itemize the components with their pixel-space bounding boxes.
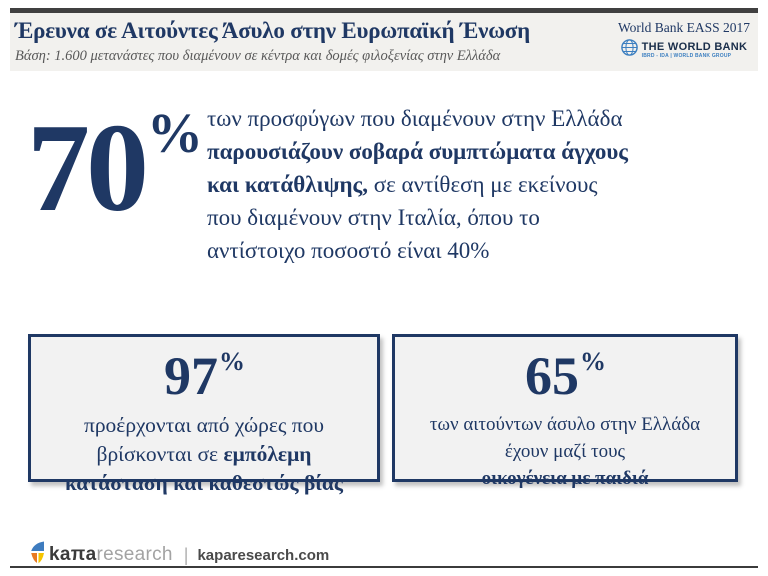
stat-65-value: 65% xyxy=(395,346,735,406)
worldbank-subtext: IBRD - IDA | WORLD BANK GROUP xyxy=(641,53,732,59)
kapa-logo-bold: kaπa xyxy=(49,544,97,565)
footer: kaπaresearch | kaparesearch.com xyxy=(30,541,329,569)
hero-section: 70% των προσφύγων που διαμένουν στην Ελλ… xyxy=(27,100,628,267)
kapa-logo-icon xyxy=(30,541,49,569)
stat-65-line-2: έχουν μαζί τους xyxy=(504,441,626,462)
hero-line-3-rest: σε αντίθεση με εκείνους xyxy=(373,172,598,197)
hero-line-2: παρουσιάζουν σοβαρά συμπτώματα άγχους xyxy=(207,139,628,164)
kapa-logo-text: kaπaresearch xyxy=(49,544,173,566)
stat-65-percent-sign: % xyxy=(580,347,606,376)
stat-box-65: 65% των αιτούντων άσυλο στην Ελλάδα έχου… xyxy=(392,334,738,489)
hero-line-5: αντίστοιχο ποσοστό είναι 40% xyxy=(207,238,490,263)
stat-97-line-1: προέρχονται από χώρες που xyxy=(83,413,325,437)
bottom-rule xyxy=(10,566,758,568)
header: Έρευνα σε Αιτούντες Άσυλο στην Ευρωπαϊκή… xyxy=(10,13,758,71)
stat-box-97: 97% προέρχονται από χώρες που βρίσκονται… xyxy=(28,334,380,495)
hero-percent-sign: % xyxy=(147,103,203,165)
stat-97-value: 97% xyxy=(31,346,377,406)
footer-separator: | xyxy=(183,544,189,565)
kapa-logo-light: research xyxy=(96,544,173,565)
stat-65-line-3-bold: οικογένεια με παιδιά xyxy=(481,468,649,489)
top-accent-bar xyxy=(10,8,758,13)
globe-icon xyxy=(620,39,638,61)
stat-97-line-3-bold: κατάσταση και καθεστώς βίας xyxy=(64,471,344,495)
footer-website-link[interactable]: kaparesearch.com xyxy=(197,546,330,564)
stat-97-number: 97 xyxy=(164,346,218,406)
hero-stat-70: 70% xyxy=(27,103,203,267)
hero-stat-value: 70 xyxy=(27,99,149,238)
worldbank-text: THE WORLD BANK IBRD - IDA | WORLD BANK G… xyxy=(642,41,748,59)
hero-line-1: των προσφύγων που διαμένουν στην Ελλάδα xyxy=(207,106,623,131)
source-label: World Bank EASS 2017 xyxy=(617,20,750,35)
stat-97-percent-sign: % xyxy=(219,347,245,376)
page-subtitle: Βάση: 1.600 μετανάστες που διαμένουν σε … xyxy=(15,48,501,64)
hero-line-4: που διαμένουν στην Ιταλία, όπου το xyxy=(207,205,540,230)
source-block: World Bank EASS 2017 THE WORLD BANK IBRD… xyxy=(618,13,758,71)
stat-65-line-1: των αιτούντων άσυλο στην Ελλάδα xyxy=(429,414,701,435)
hero-paragraph: των προσφύγων που διαμένουν στην Ελλάδα … xyxy=(207,102,628,267)
stat-65-number: 65 xyxy=(525,346,579,406)
worldbank-name: THE WORLD BANK xyxy=(641,41,748,53)
hero-line-3-bold: και κατάθλιψης, xyxy=(207,172,368,197)
stat-97-line-2-bold: εμπόλεμη xyxy=(223,442,312,466)
stat-97-line-2: βρίσκονται σε xyxy=(96,442,219,466)
header-titles: Έρευνα σε Αιτούντες Άσυλο στην Ευρωπαϊκή… xyxy=(10,13,530,71)
stat-65-description: των αιτούντων άσυλο στην Ελλάδα έχουν μα… xyxy=(395,411,735,492)
page-title: Έρευνα σε Αιτούντες Άσυλο στην Ευρωπαϊκή… xyxy=(15,18,530,43)
worldbank-logo: THE WORLD BANK IBRD - IDA | WORLD BANK G… xyxy=(618,39,750,61)
stat-97-description: προέρχονται από χώρες που βρίσκονται σε … xyxy=(31,411,377,498)
